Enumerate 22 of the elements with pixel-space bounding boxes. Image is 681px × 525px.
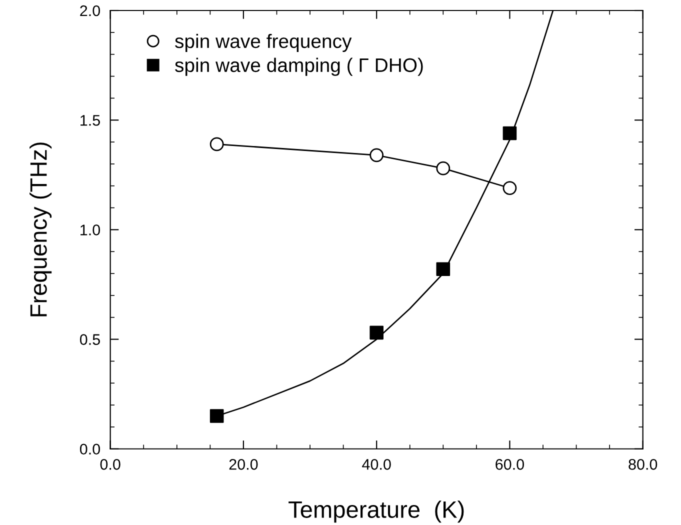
y-tick-label: 1.5 <box>80 115 100 126</box>
legend-label: spin wave frequency <box>175 34 352 52</box>
y-tick-label: 2.0 <box>80 5 100 16</box>
point <box>210 137 224 152</box>
x-axis-title: Temperature (K) <box>288 500 464 523</box>
x-tick-label: 0.0 <box>100 459 120 470</box>
y-axis-title: Frequency (THz) <box>30 142 52 316</box>
point <box>370 148 384 162</box>
point <box>502 126 517 140</box>
x-tick-label: 80.0 <box>628 459 658 470</box>
legend-label: spin wave damping ( Γ DHO) <box>175 58 423 76</box>
point <box>436 262 450 276</box>
y-tick-label: 1.0 <box>80 224 100 236</box>
x-tick-label: 40.0 <box>362 459 391 470</box>
point <box>436 161 450 176</box>
point <box>210 409 224 423</box>
point <box>370 326 384 340</box>
y-tick-label: 0.0 <box>80 444 100 455</box>
point <box>502 181 517 195</box>
x-tick-label: 60.0 <box>496 459 524 470</box>
x-tick-label: 20.0 <box>229 459 258 470</box>
y-tick-label: 0.5 <box>80 334 100 345</box>
